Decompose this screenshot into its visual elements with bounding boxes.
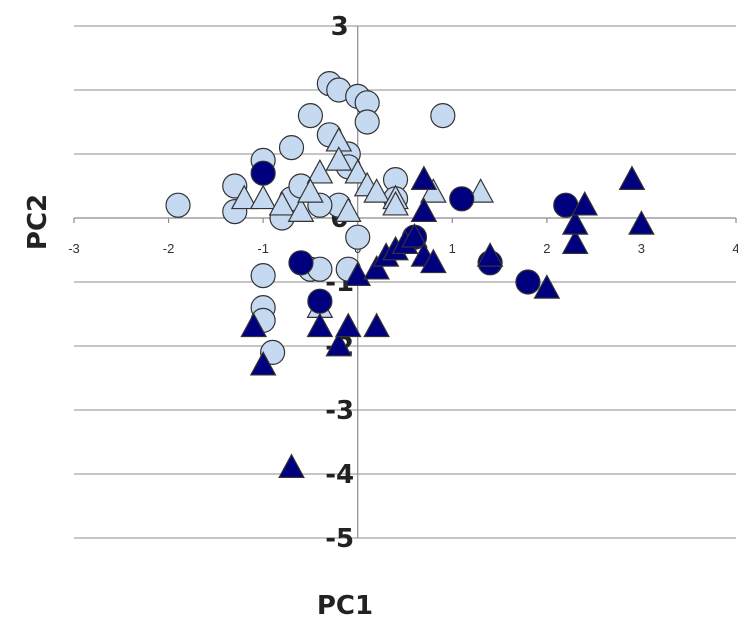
data-point-triangle-dark <box>363 254 390 280</box>
data-point-circle-dark <box>307 288 333 314</box>
data-point-triangle-light <box>325 146 353 171</box>
data-point-triangle-dark <box>533 274 561 299</box>
data-point-triangle-dark <box>561 210 589 235</box>
data-point-circle-light <box>165 192 191 218</box>
gridlines <box>74 25 736 539</box>
data-point-triangle-light <box>467 178 495 203</box>
data-point-triangle-dark <box>420 248 447 274</box>
data-point-circle-dark <box>515 269 541 295</box>
data-point-triangle-light <box>230 184 258 210</box>
data-point-triangle-light <box>297 178 324 203</box>
data-point-circle-light <box>354 109 380 135</box>
x-axis-title: PC1 <box>317 591 373 619</box>
data-point-triangle-dark <box>561 229 589 254</box>
data-point-triangle-dark <box>401 222 428 248</box>
data-point-triangle-dark <box>410 197 438 222</box>
data-point-triangle-light <box>344 158 372 184</box>
data-point-circle-light <box>278 135 305 161</box>
data-point-triangle-dark <box>476 242 504 267</box>
data-points <box>165 70 655 478</box>
x-tick-label: 1 <box>449 241 456 256</box>
x-tick-label: 4 <box>732 241 738 256</box>
data-point-triangle-dark <box>363 312 390 338</box>
y-tick-label: -4 <box>325 460 354 490</box>
data-point-circle-dark <box>288 250 314 276</box>
data-point-triangle-dark <box>249 350 277 376</box>
y-tick-label: 3 <box>331 12 349 42</box>
data-point-triangle-light <box>382 190 409 216</box>
x-tick-label: -1 <box>257 241 269 256</box>
data-point-triangle-light <box>363 178 390 203</box>
data-point-circle-light <box>430 102 456 129</box>
x-tick-label: -2 <box>163 241 175 256</box>
data-point-triangle-dark <box>334 312 362 338</box>
x-tick-label: 3 <box>638 241 645 256</box>
data-point-triangle-dark <box>344 261 372 286</box>
data-point-triangle-dark <box>628 210 655 235</box>
data-point-triangle-light <box>249 184 277 210</box>
data-point-triangle-dark <box>571 190 599 216</box>
data-point-triangle-dark <box>278 453 305 478</box>
data-point-circle-light <box>345 224 371 250</box>
data-point-circle-dark <box>449 186 475 212</box>
data-point-circle-dark <box>250 160 276 186</box>
data-point-triangle-light <box>420 178 447 203</box>
data-point-triangle-dark <box>306 312 334 338</box>
x-tick-label: -3 <box>68 241 80 256</box>
data-point-triangle-light <box>306 158 334 184</box>
data-point-triangle-dark <box>618 165 646 190</box>
data-point-triangle-dark <box>410 165 438 190</box>
data-point-circle-light <box>297 102 324 129</box>
x-tick-label: 2 <box>543 241 550 256</box>
data-point-circle-light <box>250 263 276 289</box>
y-axis-title: PC2 <box>23 194 53 250</box>
data-point-triangle-light <box>334 197 362 222</box>
data-point-triangle-dark <box>240 312 268 338</box>
data-point-triangle-dark <box>325 331 353 357</box>
y-tick-label: -5 <box>325 524 354 554</box>
data-point-triangle-light <box>287 197 315 222</box>
data-point-triangle-light <box>268 190 296 216</box>
y-tick-label: -3 <box>325 396 354 426</box>
